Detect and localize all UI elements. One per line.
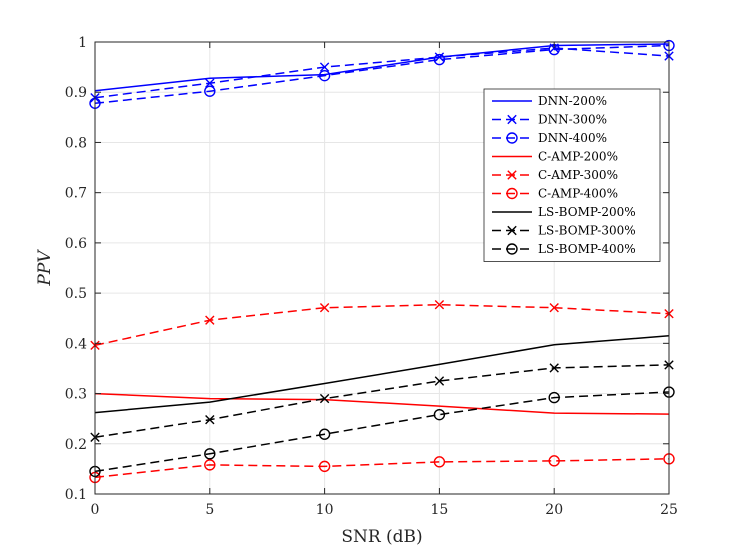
legend-label-ls-bomp-400pct: LS-BOMP-400% bbox=[538, 242, 636, 256]
x-tick-label: 25 bbox=[660, 502, 678, 518]
legend-label-ls-bomp-200pct: LS-BOMP-200% bbox=[538, 205, 636, 219]
legend-item-c-amp-400pct: C-AMP-400% bbox=[492, 187, 618, 201]
x-tick-label: 5 bbox=[205, 502, 214, 518]
legend-item-ls-bomp-400pct: LS-BOMP-400% bbox=[492, 242, 636, 256]
point-c-amp-400pct-4 bbox=[548, 455, 560, 467]
point-ls-bomp-400pct-3 bbox=[433, 408, 446, 421]
x-tick-label: 20 bbox=[545, 502, 563, 518]
point-dnn-400pct-2 bbox=[318, 69, 331, 82]
series-line-c-amp-200pct bbox=[94, 392, 670, 415]
y-tick-label: 0.6 bbox=[65, 236, 87, 252]
y-tick-label: 0.3 bbox=[65, 387, 87, 403]
series-c-amp-200pct bbox=[94, 392, 670, 415]
y-axis-label: PPV bbox=[35, 249, 55, 287]
point-c-amp-400pct-2 bbox=[318, 460, 331, 473]
legend-label-c-amp-200pct: C-AMP-200% bbox=[538, 150, 618, 164]
legend-item-dnn-200pct: DNN-200% bbox=[492, 94, 607, 108]
legend-label-c-amp-400pct: C-AMP-400% bbox=[538, 187, 618, 201]
y-tick-label: 0.8 bbox=[65, 135, 87, 151]
point-c-amp-400pct-3 bbox=[433, 456, 446, 468]
legend-label-dnn-400pct: DNN-400% bbox=[538, 131, 607, 145]
point-c-amp-300pct-3 bbox=[434, 299, 445, 310]
series-line-ls-bomp-400pct bbox=[94, 391, 670, 473]
series-line-dnn-200pct bbox=[94, 43, 670, 92]
point-c-amp-300pct-1 bbox=[205, 315, 215, 325]
point-ls-bomp-400pct-2 bbox=[318, 428, 331, 440]
legend-marker-ls-bomp-300pct bbox=[507, 225, 517, 236]
y-tick-label: 0.2 bbox=[65, 437, 87, 453]
point-ls-bomp-300pct-2 bbox=[319, 393, 330, 404]
y-tick-label: 0.7 bbox=[65, 186, 87, 202]
legend-marker-dnn-300pct bbox=[507, 114, 517, 125]
y-tick-label: 0.4 bbox=[65, 336, 87, 352]
legend-label-c-amp-300pct: C-AMP-300% bbox=[538, 168, 618, 182]
series-line-dnn-400pct bbox=[94, 44, 670, 105]
point-ls-bomp-400pct-1 bbox=[204, 448, 216, 460]
x-tick-label: 10 bbox=[316, 502, 334, 518]
series-line-ls-bomp-300pct bbox=[94, 364, 670, 438]
legend-item-dnn-300pct: DNN-300% bbox=[492, 113, 607, 127]
legend-marker-dnn-400pct bbox=[506, 132, 518, 144]
legend-item-ls-bomp-300pct: LS-BOMP-300% bbox=[492, 224, 636, 238]
series-line-c-amp-300pct bbox=[94, 303, 670, 347]
point-c-amp-400pct-1 bbox=[204, 459, 216, 471]
point-ls-bomp-400pct-4 bbox=[548, 391, 560, 404]
series-group bbox=[89, 39, 675, 484]
legend-item-ls-bomp-200pct: LS-BOMP-200% bbox=[492, 205, 636, 219]
x-tick-label: 15 bbox=[430, 502, 448, 518]
point-dnn-300pct-2 bbox=[319, 62, 330, 72]
y-tick-label: 0.1 bbox=[65, 487, 87, 503]
legend-label-ls-bomp-300pct: LS-BOMP-300% bbox=[538, 224, 636, 238]
y-tick-label: 0.9 bbox=[65, 85, 87, 101]
x-axis-ticks: 0 5 10 15 20 25 bbox=[91, 42, 678, 518]
x-axis-label: SNR (dB) bbox=[341, 527, 422, 547]
plot-frame bbox=[94, 41, 670, 495]
legend-label-dnn-300pct: DNN-300% bbox=[538, 113, 607, 127]
legend-item-dnn-400pct: DNN-400% bbox=[492, 131, 607, 145]
series-line-c-amp-400pct bbox=[94, 458, 670, 479]
y-axis-ticks: 0.1 0.2 0.3 0.4 0.5 0.6 0.7 0.8 0.9 1 bbox=[65, 35, 669, 503]
point-ls-bomp-300pct-3 bbox=[434, 376, 445, 386]
legend-item-c-amp-300pct: C-AMP-300% bbox=[492, 168, 618, 182]
point-ls-bomp-300pct-1 bbox=[205, 414, 215, 425]
point-dnn-300pct-1 bbox=[205, 78, 215, 88]
point-c-amp-300pct-2 bbox=[319, 302, 330, 313]
point-dnn-400pct-1 bbox=[204, 85, 216, 97]
series-ls-bomp-200pct bbox=[94, 335, 670, 414]
series-line-ls-bomp-200pct bbox=[94, 335, 670, 414]
legend-marker-c-amp-300pct bbox=[507, 170, 517, 180]
legend-marker-c-amp-400pct bbox=[506, 187, 518, 200]
y-tick-label: 1 bbox=[78, 35, 87, 51]
point-ls-bomp-300pct-4 bbox=[549, 363, 559, 373]
legend-marker-ls-bomp-400pct bbox=[506, 243, 518, 255]
legend-item-c-amp-200pct: C-AMP-200% bbox=[492, 150, 618, 164]
legend: DNN-200% DNN-300% DNN-400% C-AMP-200% C-AMP-… bbox=[483, 88, 661, 262]
point-dnn-400pct-3 bbox=[433, 53, 446, 66]
y-tick-label: 0.5 bbox=[65, 286, 87, 302]
x-tick-label: 0 bbox=[91, 502, 100, 518]
point-c-amp-300pct-4 bbox=[549, 302, 559, 313]
legend-label-dnn-200pct: DNN-200% bbox=[538, 94, 607, 108]
series-dnn-200pct bbox=[94, 43, 670, 92]
